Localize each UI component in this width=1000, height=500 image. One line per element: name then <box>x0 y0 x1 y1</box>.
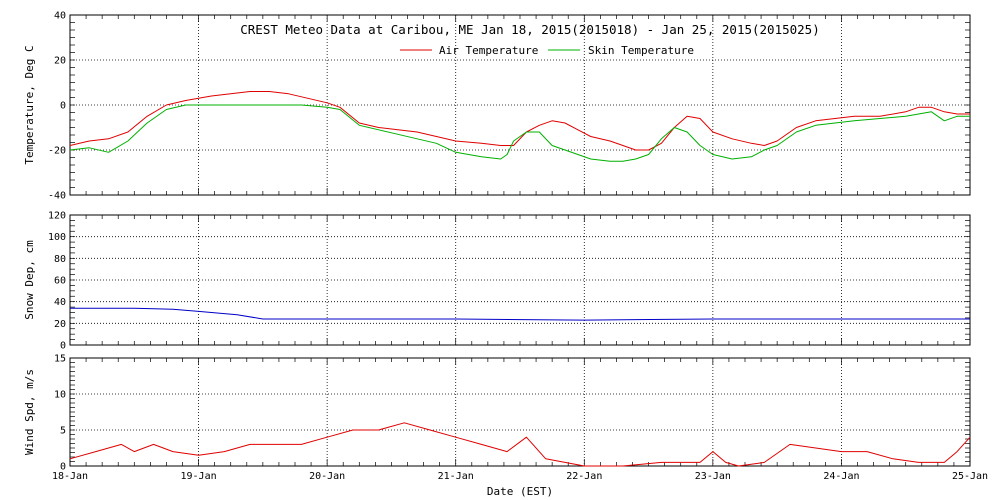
skin-temperature-line <box>69 104 970 162</box>
xtick-label: 22-Jan <box>566 471 602 482</box>
xtick-label: 20-Jan <box>309 471 345 482</box>
snow-ytick-label: 120 <box>48 211 66 222</box>
snow-ytick-label: 80 <box>54 254 66 265</box>
wind-ytick-label: 10 <box>54 390 66 401</box>
xtick-label: 21-Jan <box>438 471 474 482</box>
snow-ytick-label: 100 <box>48 232 66 243</box>
temperature-ytick-label: -20 <box>48 146 66 157</box>
xtick-label: 25-Jan <box>952 471 988 482</box>
snow-series-line <box>70 307 970 321</box>
snow-axis-label: Snow Dep, cm <box>23 240 36 320</box>
air-temperature-line <box>69 91 970 151</box>
xtick-label: 24-Jan <box>823 471 859 482</box>
snow-ytick-label: 40 <box>54 297 66 308</box>
wind-ytick-label: 5 <box>60 426 66 437</box>
temperature-ytick-label: 0 <box>60 101 66 112</box>
xtick-label: 18-Jan <box>52 471 88 482</box>
x-axis-label: Date (EST) <box>487 485 553 498</box>
xtick-label: 23-Jan <box>695 471 731 482</box>
snow-ytick-label: 20 <box>54 319 66 330</box>
legend-air-label: Air Temperature <box>439 44 538 57</box>
xtick-label: 19-Jan <box>181 471 217 482</box>
legend-skin-label: Skin Temperature <box>588 44 694 57</box>
snow-ytick-label: 0 <box>60 341 66 352</box>
wind-panel <box>69 357 971 467</box>
wind-axis-label: Wind Spd, m/s <box>23 369 36 455</box>
chart-title: CREST Meteo Data at Caribou, ME Jan 18, … <box>240 22 819 37</box>
temperature-ytick-label: 40 <box>54 11 66 22</box>
wind-ytick-label: 0 <box>60 462 66 473</box>
wind-ytick-label: 15 <box>54 354 66 365</box>
snow-ytick-label: 60 <box>54 276 66 287</box>
temperature-ytick-label: -40 <box>48 191 66 202</box>
wind-series-line <box>69 422 971 467</box>
temperature-axis-label: Temperature, Deg C <box>23 45 36 164</box>
temperature-ytick-label: 20 <box>54 56 66 67</box>
